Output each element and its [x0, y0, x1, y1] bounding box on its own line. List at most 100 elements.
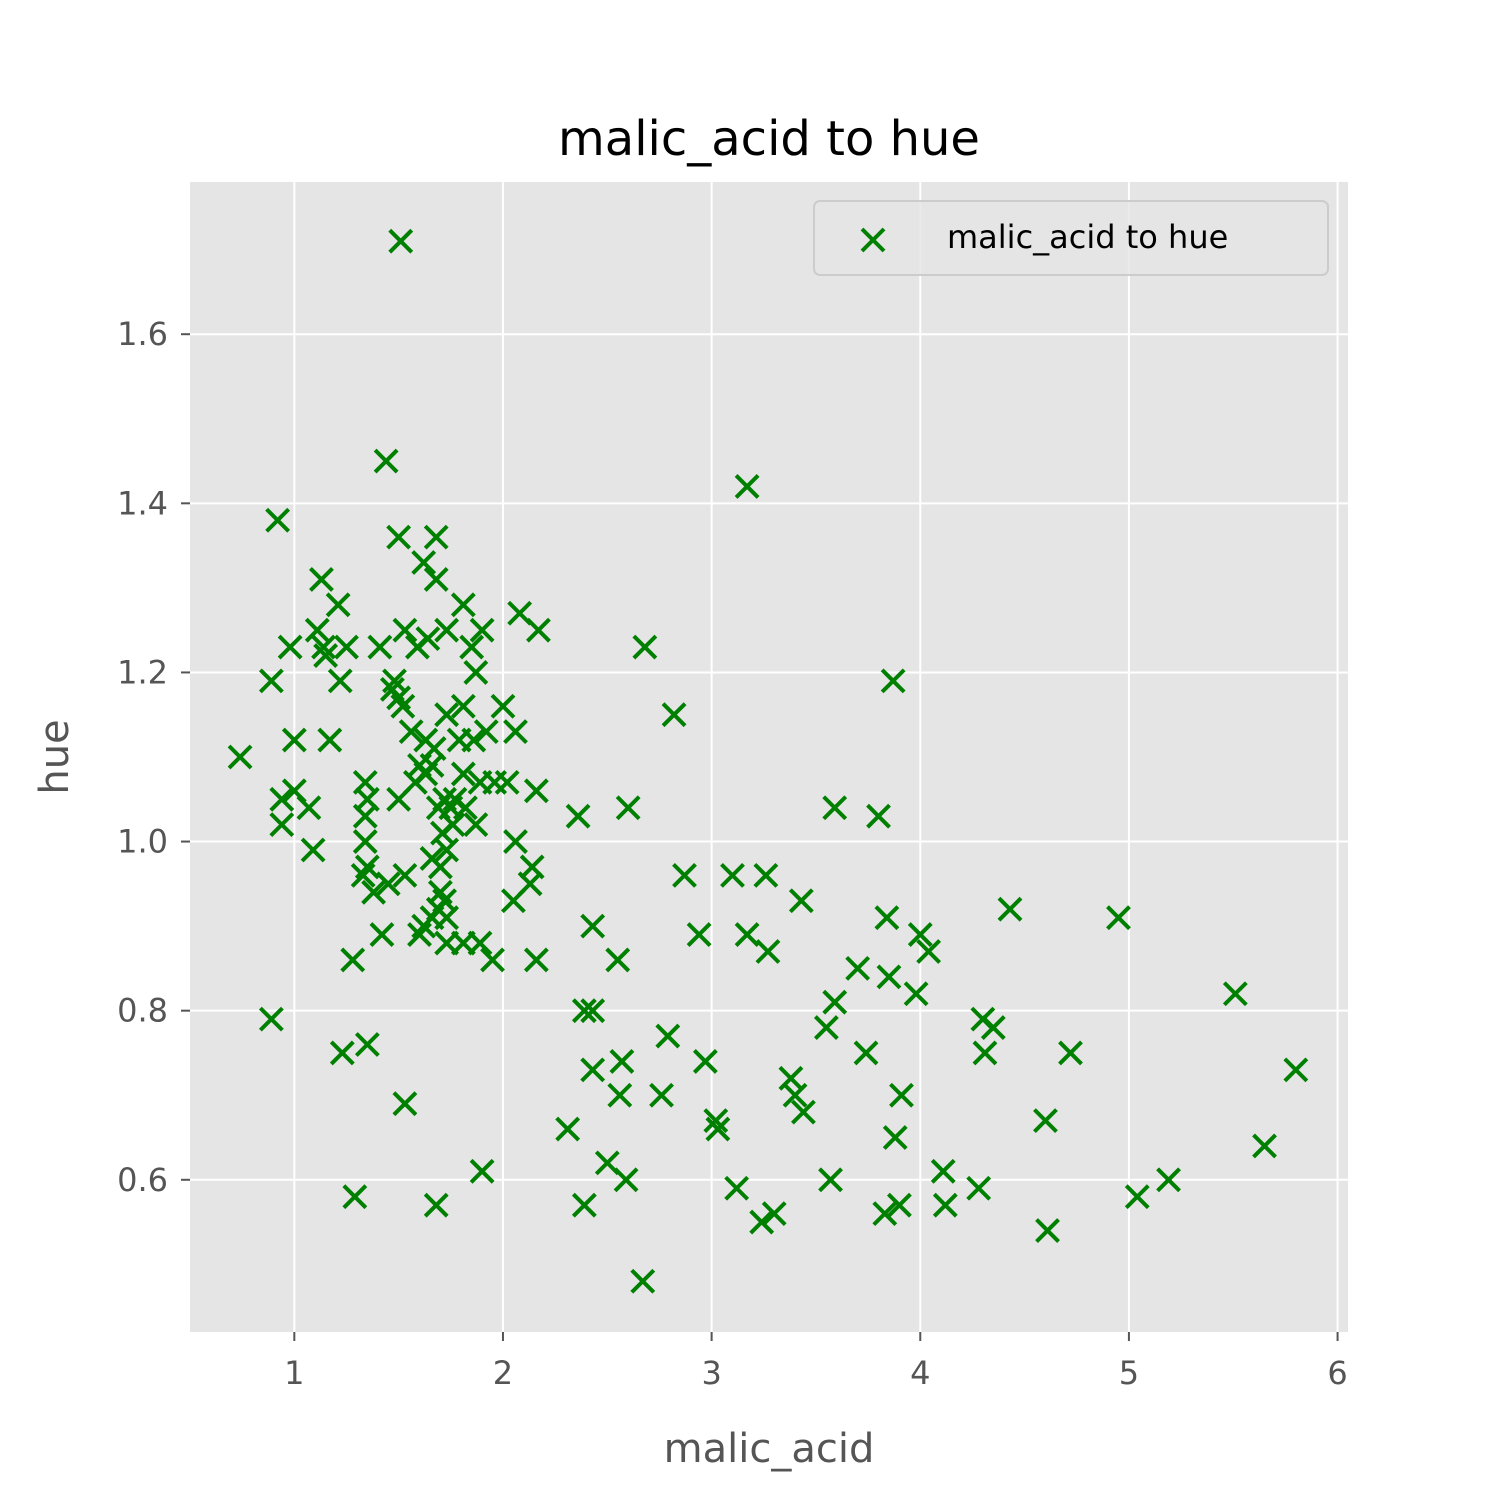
data-point: [469, 1158, 495, 1184]
data-point: [342, 1184, 368, 1210]
data-point: [845, 955, 871, 981]
data-point: [304, 617, 330, 643]
x-tick-label: 3: [701, 1354, 721, 1392]
data-point: [423, 1192, 449, 1218]
data-point: [630, 1268, 656, 1294]
data-point: [571, 998, 597, 1024]
data-point: [300, 837, 326, 863]
data-point: [281, 727, 307, 753]
data-point: [523, 947, 549, 973]
data-point: [480, 947, 505, 973]
plot-area: [190, 182, 1348, 1332]
data-point: [503, 719, 528, 745]
data-point: [503, 829, 528, 854]
data-point: [407, 922, 432, 947]
data-point: [1124, 1184, 1150, 1210]
data-point: [450, 761, 476, 787]
data-point: [930, 1158, 956, 1184]
data-point: [434, 702, 460, 728]
data-point: [788, 888, 814, 914]
data-point: [453, 795, 478, 821]
data-point: [373, 448, 399, 474]
data-point: [607, 1082, 633, 1108]
data-point: [818, 1167, 843, 1193]
y-tick-label: 1.0: [117, 823, 168, 861]
data-point: [755, 939, 781, 964]
data-point: [392, 862, 418, 888]
x-axis: 1 2 3 4 5 6: [284, 1332, 1348, 1392]
legend-marker-x: [860, 227, 886, 253]
y-axis-label: hue: [32, 719, 78, 794]
data-point: [876, 964, 902, 990]
data-point: [265, 507, 291, 533]
data-point: [580, 913, 606, 939]
data-point: [886, 1192, 912, 1218]
data-point: [724, 1175, 750, 1201]
data-point: [966, 1175, 992, 1201]
data-point: [434, 837, 460, 863]
data-point: [720, 862, 745, 888]
legend-box: [813, 200, 1329, 276]
data-point: [822, 795, 848, 821]
y-axis: 0.6 0.8 1.0 1.2 1.4 1.6: [117, 315, 190, 1199]
data-point: [555, 1116, 581, 1142]
data-point: [423, 567, 449, 592]
legend: malic_acid to hue: [813, 200, 1329, 276]
y-tick-label: 0.8: [117, 992, 168, 1030]
data-point: [980, 1015, 1006, 1041]
data-point: [692, 1048, 718, 1074]
data-point: [258, 1006, 284, 1032]
data-points: [227, 228, 1309, 1294]
data-point: [749, 1209, 775, 1235]
grid: [190, 182, 1348, 1332]
y-tick-label: 1.6: [117, 315, 168, 353]
data-point: [375, 871, 401, 897]
data-point: [753, 862, 779, 888]
x-tick-label: 4: [910, 1354, 930, 1392]
data-point: [361, 879, 387, 905]
data-point: [880, 668, 906, 694]
data-point: [388, 228, 414, 254]
data-point: [523, 778, 549, 804]
data-point: [972, 1040, 998, 1066]
data-point: [734, 473, 760, 499]
data-point: [461, 727, 487, 753]
data-point: [703, 1108, 729, 1134]
data-point: [467, 930, 493, 956]
data-point: [605, 947, 631, 973]
data-point: [632, 634, 658, 660]
data-point: [258, 668, 284, 694]
data-point: [853, 1040, 879, 1066]
data-point: [467, 769, 493, 795]
data-point: [269, 786, 295, 812]
data-point: [1106, 905, 1131, 931]
data-point: [580, 998, 606, 1024]
data-point: [434, 617, 460, 643]
data-point: [317, 727, 343, 753]
data-point: [334, 634, 359, 660]
data-point: [672, 862, 697, 888]
data-point: [423, 524, 449, 550]
data-point: [494, 769, 520, 795]
data-point: [450, 693, 476, 719]
data-point: [734, 922, 760, 947]
data-point: [761, 1201, 787, 1227]
data-point: [473, 719, 499, 745]
data-point: [1222, 981, 1248, 1007]
data-point: [434, 905, 460, 931]
data-point: [782, 1082, 808, 1108]
data-point: [390, 693, 416, 719]
data-point: [813, 1015, 839, 1041]
data-point: [1283, 1057, 1309, 1083]
data-point: [386, 524, 412, 550]
data-point: [415, 626, 441, 652]
data-point: [352, 803, 378, 829]
data-point: [296, 795, 322, 821]
data-point: [907, 922, 933, 947]
data-point: [313, 643, 339, 668]
data-point: [490, 693, 516, 719]
data-point: [311, 634, 336, 660]
data-point: [655, 1023, 681, 1049]
y-tick-label: 0.6: [117, 1161, 168, 1199]
